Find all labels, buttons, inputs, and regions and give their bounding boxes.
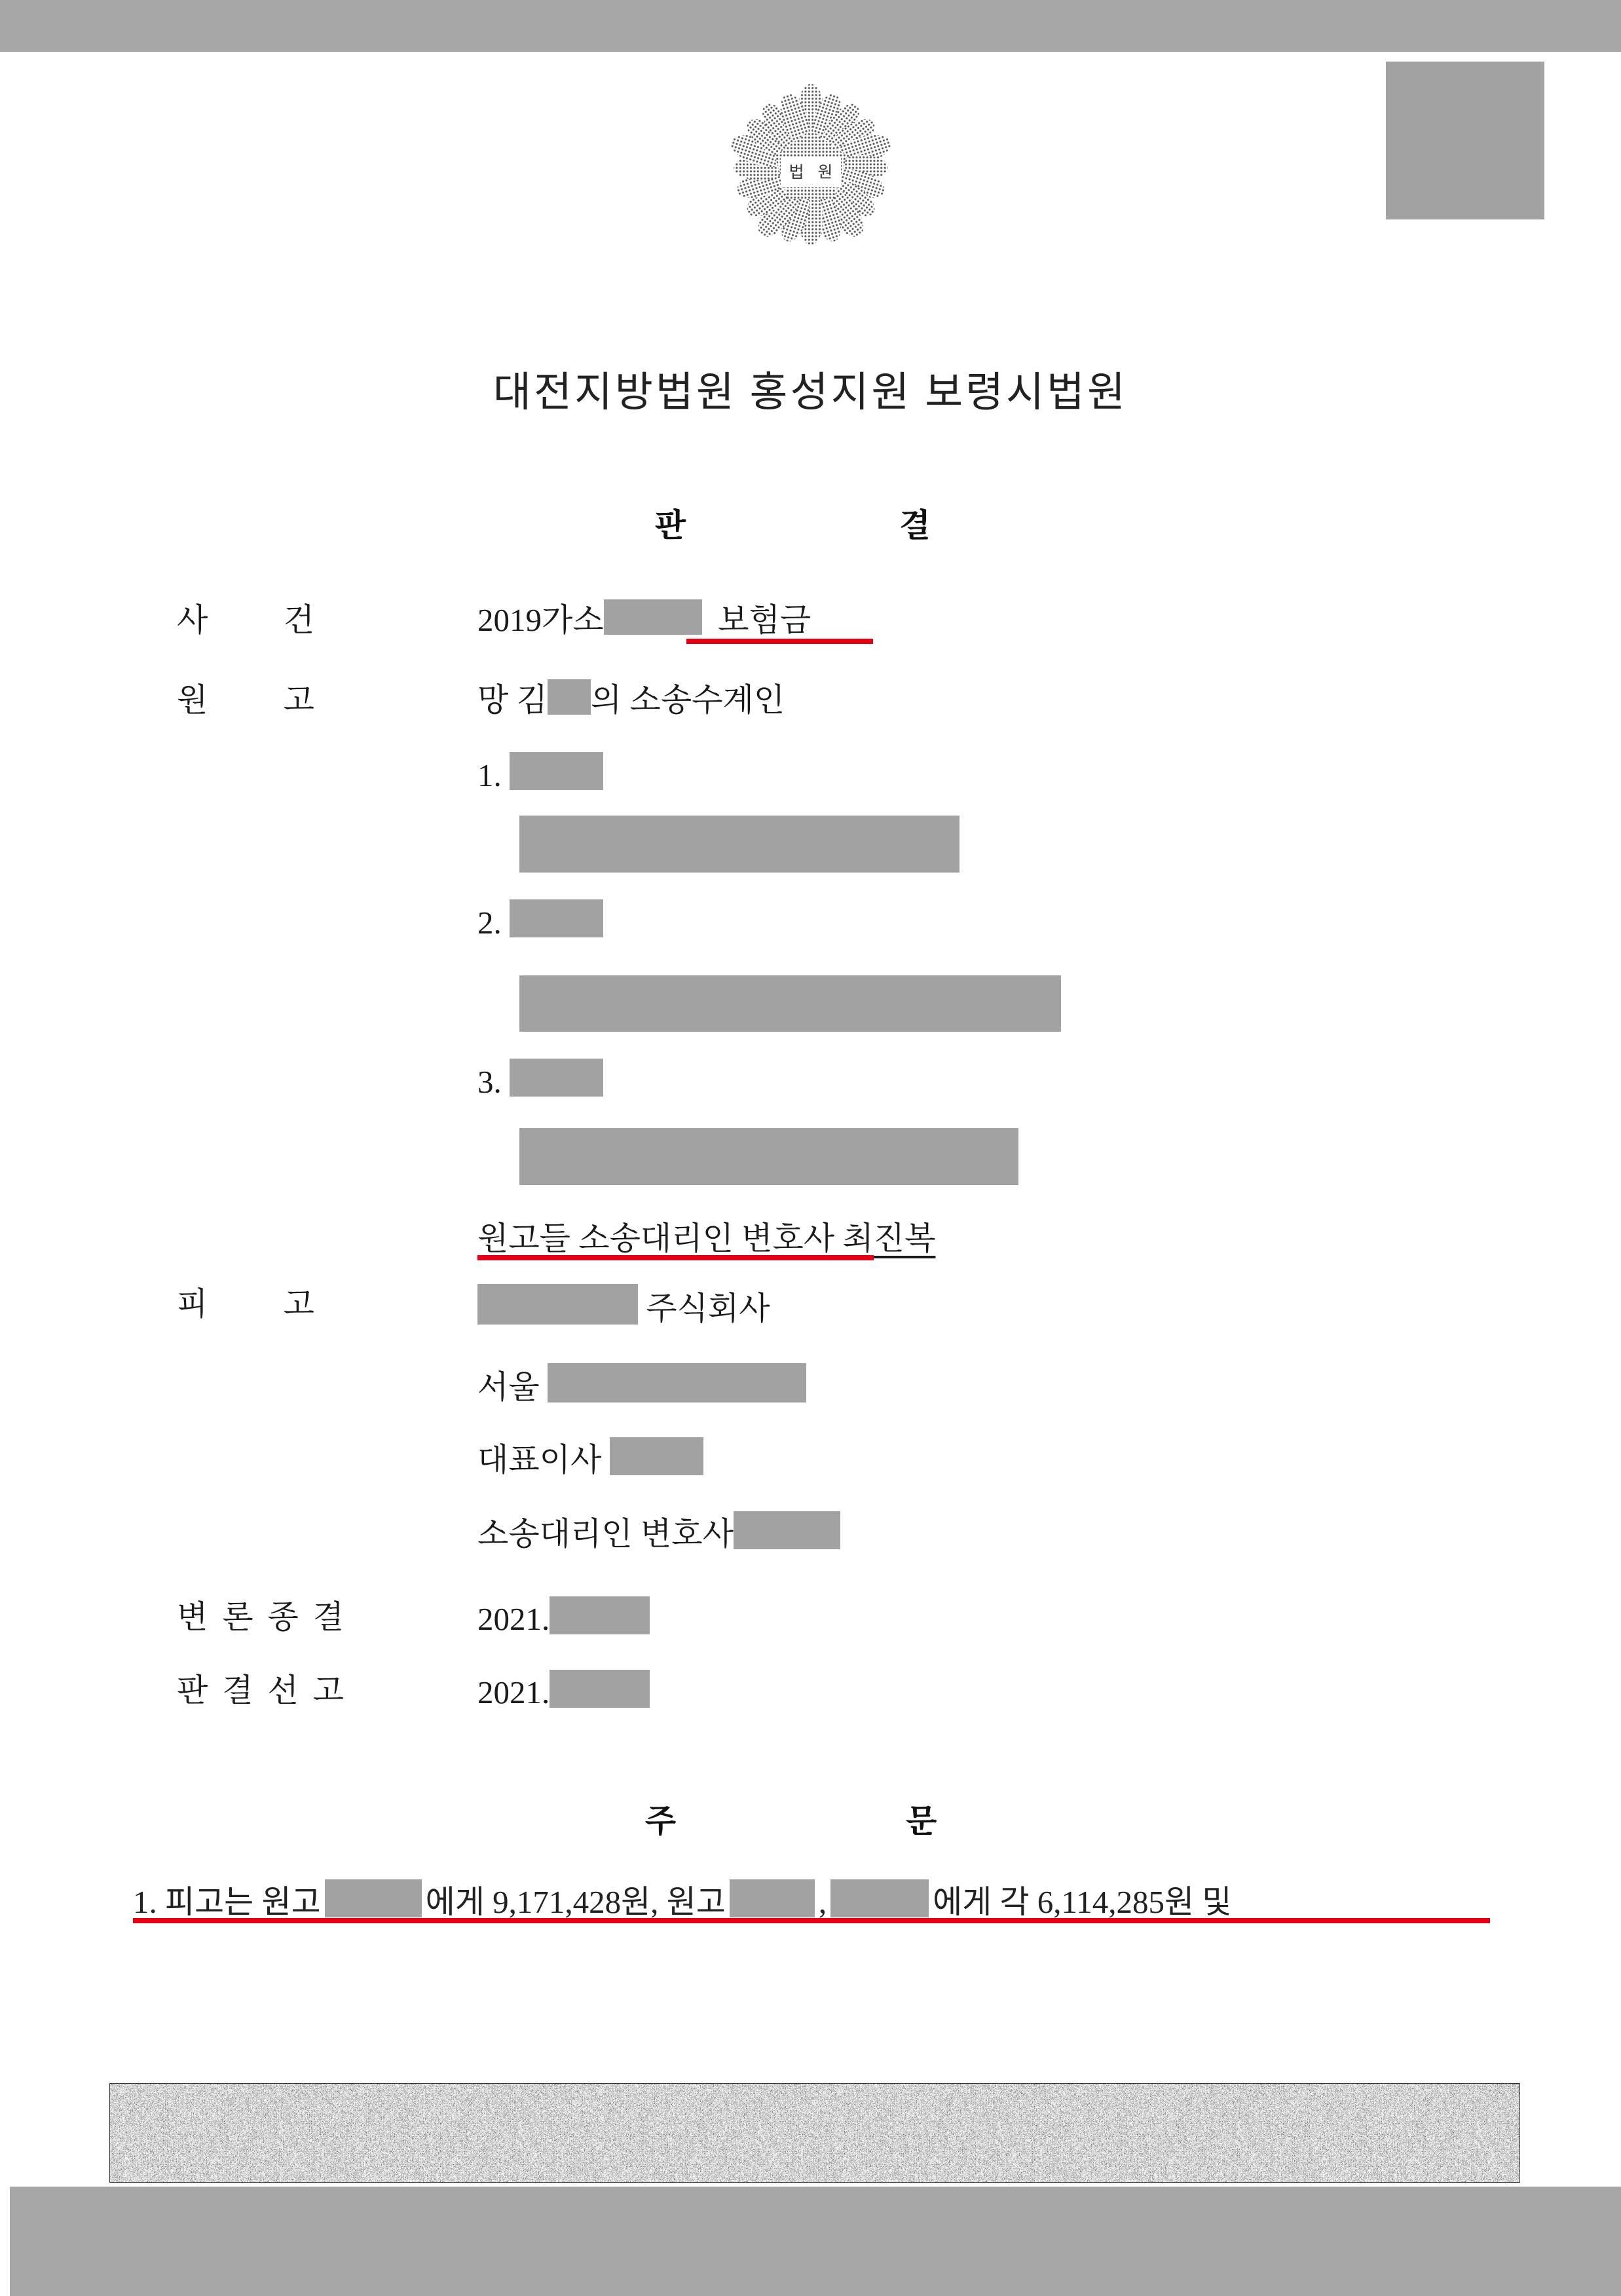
svg-text:법: 법	[789, 159, 804, 183]
svg-text:원: 원	[817, 159, 832, 183]
